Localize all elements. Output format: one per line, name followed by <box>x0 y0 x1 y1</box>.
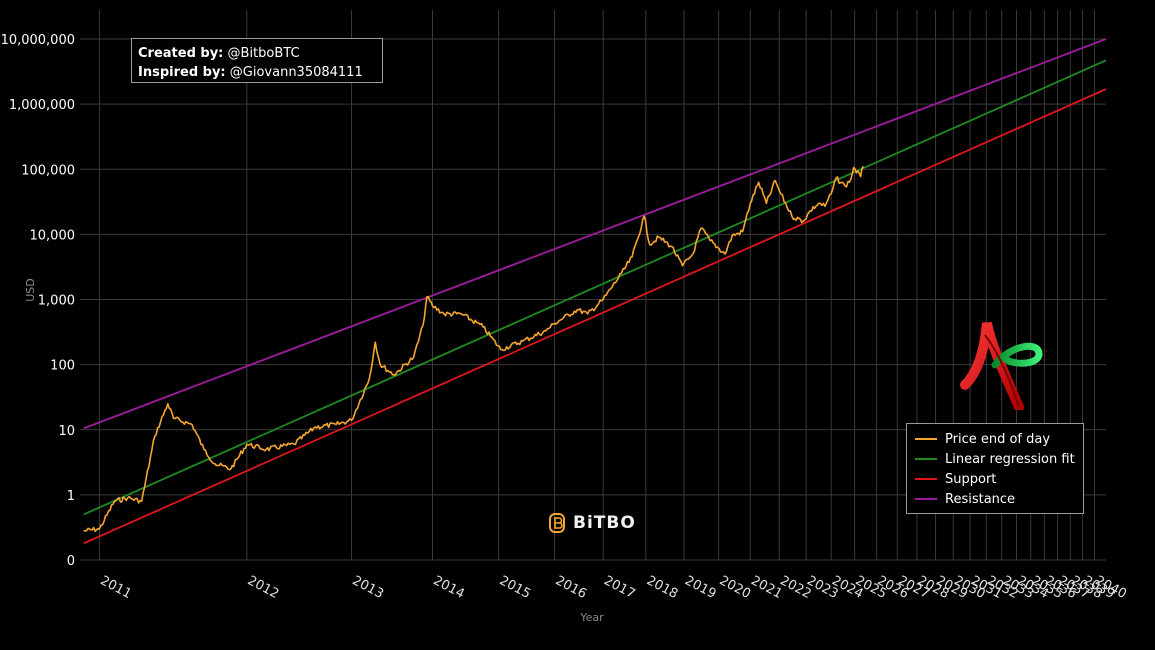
y-tick-label: 1,000 <box>38 294 75 309</box>
series-lines <box>83 38 1107 545</box>
legend-label-support: Support <box>945 471 997 487</box>
x-tick-label: 2019 <box>682 573 718 602</box>
inspired-by-label: Inspired by: <box>138 65 226 80</box>
legend-label-resistance: Resistance <box>945 491 1016 507</box>
legend-label-regression: Linear regression fit <box>945 451 1075 467</box>
price-line <box>83 165 865 533</box>
legend-item-support[interactable]: Support <box>915 469 1075 489</box>
regression-line <box>83 59 1107 516</box>
legend-item-resistance[interactable]: Resistance <box>915 489 1075 509</box>
legend-swatch-regression <box>915 458 937 460</box>
y-tick-label: 10,000 <box>30 228 76 243</box>
x-axis-title: Year <box>579 611 604 624</box>
x-tick-label: 2011 <box>98 573 134 602</box>
y-tick-label: 1 <box>67 489 75 504</box>
legend-label-price: Price end of day <box>945 431 1051 447</box>
bitbo-b-icon <box>549 513 565 533</box>
watermark-text: BiTBO <box>573 513 636 533</box>
legend-swatch-support <box>915 478 937 480</box>
y-tick-label: 100 <box>50 359 75 374</box>
created-by-value: @BitboBTC <box>227 46 300 61</box>
y-tick-label: 1,000,000 <box>9 98 75 113</box>
y-tick-label: 100,000 <box>21 163 75 178</box>
x-axis-ticks: 2011 2012 2013 2014 2015 2016 2017 2018 20192020… <box>98 573 1129 602</box>
inspired-by-line: Inspired by: @Giovann35084111 <box>138 63 376 82</box>
y-axis-title: USD <box>24 278 37 302</box>
y-axis-ticks: 0 1 10 100 1,000 10,000 100,000 1,000,000 10,000… <box>1 33 75 569</box>
brand-logo-icon <box>960 321 1043 410</box>
x-tick-label: 2018 <box>644 573 680 602</box>
support-line <box>83 88 1107 545</box>
credit-box: Created by: @BitboBTC Inspired by: @Giov… <box>131 38 383 83</box>
bitbo-watermark: BiTBO <box>549 513 636 533</box>
x-tick-label: 2013 <box>350 573 386 602</box>
resistance-line <box>83 38 1107 430</box>
legend-item-regression[interactable]: Linear regression fit <box>915 449 1075 469</box>
created-by-line: Created by: @BitboBTC <box>138 44 376 63</box>
legend: Price end of day Linear regression fit S… <box>906 423 1084 514</box>
legend-swatch-price <box>915 438 937 440</box>
x-tick-label: 2012 <box>245 573 281 602</box>
y-tick-label: 10 <box>58 424 75 439</box>
x-tick-label: 2021 <box>748 573 784 602</box>
inspired-by-value: @Giovann35084111 <box>229 65 363 80</box>
x-tick-label: 2016 <box>553 573 589 602</box>
x-tick-label: 2020 <box>717 573 753 602</box>
x-tick-label: 2017 <box>601 573 637 602</box>
y-tick-label: 0 <box>67 554 75 569</box>
x-tick-label: 2014 <box>431 573 467 602</box>
created-by-label: Created by: <box>138 46 224 61</box>
y-tick-label: 10,000,000 <box>1 33 75 48</box>
legend-item-price[interactable]: Price end of day <box>915 429 1075 449</box>
legend-swatch-resistance <box>915 498 937 500</box>
x-tick-label: 2015 <box>497 573 533 602</box>
